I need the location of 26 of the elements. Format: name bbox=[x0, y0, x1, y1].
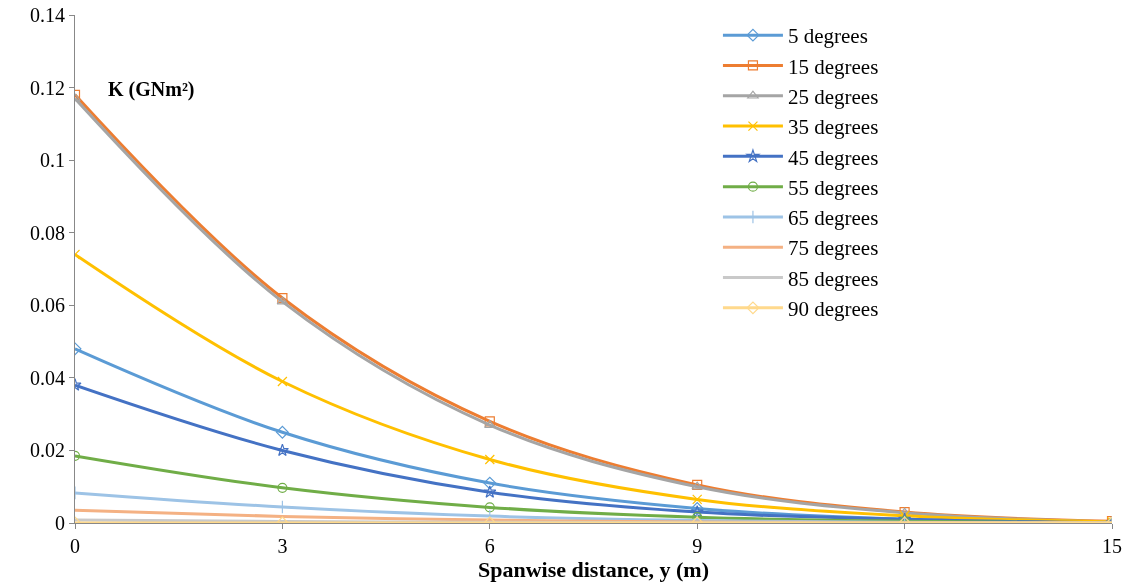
legend-label: 85 degrees bbox=[787, 266, 879, 291]
annotation: K (GNm²) bbox=[108, 78, 195, 101]
legend-label: 55 degrees bbox=[787, 175, 879, 200]
x-tick-label: 15 bbox=[1102, 535, 1122, 557]
x-tick-label: 9 bbox=[692, 535, 703, 557]
y-tick-label: 0.02 bbox=[30, 439, 65, 462]
legend-label: 15 degrees bbox=[787, 54, 879, 79]
y-tick-label: 0.12 bbox=[30, 76, 65, 99]
legend-label: 65 degrees bbox=[787, 206, 879, 231]
legend-label: 45 degrees bbox=[787, 145, 879, 170]
y-tick-label: 0.06 bbox=[30, 294, 65, 317]
x-tick-label: 0 bbox=[70, 535, 80, 557]
legend-label: 25 degrees bbox=[787, 84, 879, 109]
x-axis-title: Spanwise distance, y (m) bbox=[477, 557, 710, 582]
y-tick-label: 0.04 bbox=[30, 366, 65, 389]
x-tick-label: 12 bbox=[894, 535, 915, 557]
legend-label: 35 degrees bbox=[787, 115, 879, 140]
x-tick-label: 3 bbox=[277, 535, 288, 557]
y-tick-label: 0.08 bbox=[30, 221, 65, 244]
y-tick-label: 0.1 bbox=[40, 149, 65, 172]
y-tick-label: 0 bbox=[55, 512, 65, 534]
legend-label: 90 degrees bbox=[787, 297, 879, 322]
legend-label: 5 degrees bbox=[787, 24, 868, 49]
x-tick-label: 6 bbox=[484, 535, 495, 557]
legend-label: 75 degrees bbox=[787, 236, 879, 261]
y-tick-label: 0.14 bbox=[30, 4, 65, 26]
